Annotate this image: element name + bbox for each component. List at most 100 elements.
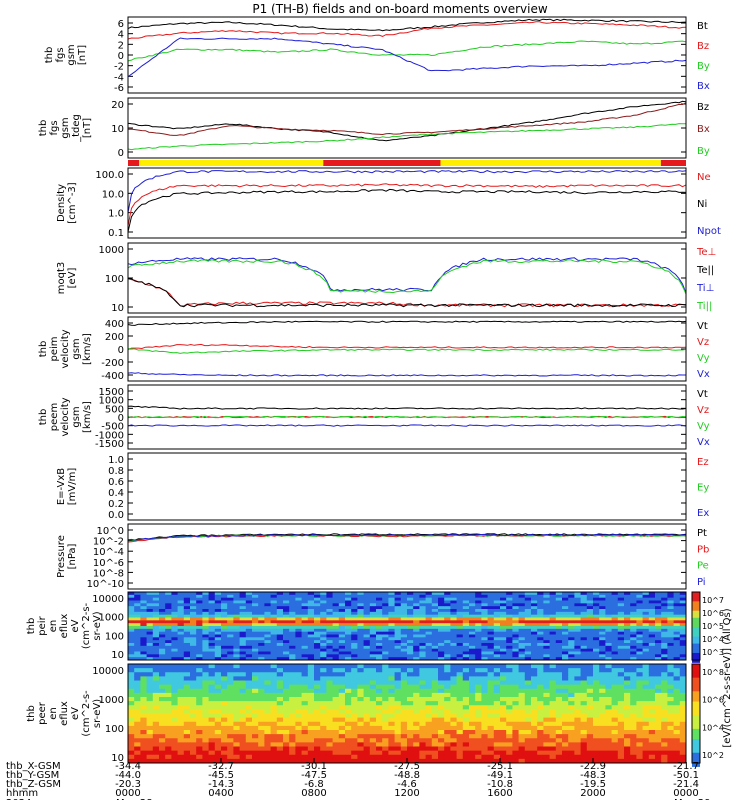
y-tick-label: 10^-10	[87, 579, 124, 590]
spectrogram-cell	[462, 664, 470, 669]
spectrogram-cell	[171, 680, 178, 686]
spectrogram-cell	[320, 614, 327, 618]
spectrogram-cell	[462, 730, 470, 735]
spectrogram-cell	[301, 754, 309, 760]
spectrogram-cell	[264, 614, 271, 618]
spectrogram-cell	[593, 626, 600, 630]
spectrogram-cell	[413, 594, 420, 599]
spectrogram-cell	[289, 713, 296, 719]
spectrogram-cell	[624, 713, 631, 719]
spectrogram-cell	[599, 676, 606, 681]
spectrogram-cell	[444, 676, 451, 681]
spectrogram-cell	[314, 713, 321, 719]
spectrogram-cell	[655, 611, 662, 616]
colorbar-segment	[692, 599, 700, 602]
spectrogram-cell	[518, 668, 526, 673]
spectrogram-cell	[444, 657, 451, 661]
spectrogram-cell	[655, 628, 662, 633]
spectrogram-cell	[593, 750, 600, 756]
spectrogram-cell	[617, 617, 625, 621]
spectrogram-cell	[456, 614, 464, 618]
spectrogram-cell	[431, 758, 439, 764]
spectrogram-cell	[462, 746, 470, 752]
colorbar-segment	[692, 694, 700, 699]
spectrogram-cell	[264, 688, 271, 694]
colorbar-segment	[692, 620, 700, 623]
spectrogram-cell	[332, 742, 340, 747]
spectrogram-cell	[159, 758, 166, 764]
spectrogram-cell	[159, 594, 166, 599]
spectrogram-cell	[469, 750, 476, 756]
spectrogram-cell	[221, 657, 228, 661]
spectrogram-cell	[568, 664, 575, 669]
spectrogram-cell	[549, 709, 557, 714]
spectrogram-cell	[593, 701, 600, 706]
spectrogram-cell	[270, 676, 278, 681]
spectrogram-cell	[636, 643, 643, 647]
spectrogram-cell	[456, 709, 464, 714]
spectrogram-cell	[400, 654, 408, 658]
spectrogram-cell	[214, 640, 222, 644]
spectrogram-cell	[493, 609, 501, 613]
spectrogram-cell	[518, 672, 526, 677]
spectrogram-cell	[382, 617, 389, 621]
spectrogram-cell	[338, 692, 346, 698]
spectrogram-cell	[673, 664, 681, 669]
spectrogram-cell	[134, 620, 141, 624]
spectrogram-cell	[444, 609, 451, 613]
spectrogram-cell	[190, 701, 197, 706]
spectrogram-cell	[413, 628, 420, 633]
legend-label: Pe	[697, 561, 709, 572]
spectrogram-cell	[183, 623, 191, 627]
spectrogram-cell	[679, 634, 687, 638]
spectrogram-cell	[270, 606, 278, 610]
spectrogram-cell	[444, 634, 451, 638]
spectrogram-cell	[351, 734, 358, 739]
spectrogram-cell	[283, 648, 290, 652]
spectrogram-cell	[512, 600, 519, 604]
spectrogram-cell	[289, 692, 296, 698]
spectrogram-cell	[500, 640, 507, 644]
spectrogram-cell	[413, 634, 420, 638]
spectrogram-cell	[481, 721, 488, 727]
spectrogram-cell	[314, 657, 321, 661]
spectrogram-cell	[605, 676, 612, 681]
spectrogram-cell	[531, 672, 538, 677]
spectrogram-cell	[667, 738, 674, 743]
spectrogram-cell	[351, 603, 358, 607]
spectrogram-cell	[196, 680, 203, 686]
spectrogram-cell	[456, 750, 464, 756]
spectrogram-cell	[413, 600, 420, 604]
spectrogram-cell	[630, 628, 637, 633]
spectrogram-cell	[283, 721, 290, 727]
spectrogram-cell	[524, 640, 532, 644]
spectrogram-cell	[568, 692, 575, 698]
colorbar-segment	[692, 645, 700, 649]
spectrogram-cell	[605, 606, 612, 610]
spectrogram-cell	[196, 637, 203, 641]
spectrogram-cell	[388, 750, 395, 756]
spectrogram-cell	[407, 742, 414, 747]
spectrogram-cell	[543, 651, 550, 655]
spectrogram-cell	[493, 742, 501, 747]
spectrogram-cell	[171, 657, 178, 661]
spectrogram-cell	[258, 648, 265, 652]
spectrogram-cell	[605, 664, 612, 669]
spectrogram-cell	[586, 626, 594, 630]
spectrogram-cell	[462, 701, 470, 706]
spectrogram-cell	[159, 672, 166, 677]
spectrogram-cell	[165, 651, 172, 655]
spectrogram-cell	[202, 640, 209, 644]
spectrogram-cell	[320, 721, 327, 727]
spectrogram-cell	[431, 620, 439, 624]
spectrogram-cell	[673, 654, 681, 658]
spectrogram-cell	[425, 614, 433, 618]
spectrogram-cell	[450, 692, 457, 698]
colorbar-segment	[692, 648, 700, 652]
spectrogram-cell	[605, 730, 612, 735]
spectrogram-cell	[543, 705, 550, 710]
spectrogram-cell	[270, 725, 278, 731]
spectrogram-cell	[549, 697, 557, 702]
spectrogram-cell	[376, 697, 383, 702]
